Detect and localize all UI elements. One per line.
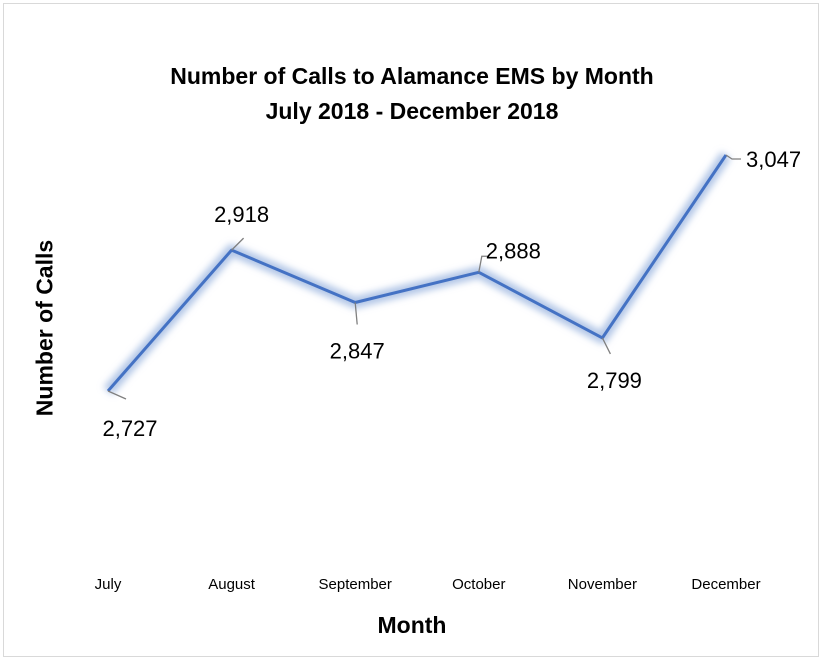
chart-subtitle: July 2018 - December 2018	[265, 98, 559, 124]
leader-line	[354, 302, 358, 325]
leader-line	[107, 390, 127, 400]
data-label: 2,918	[214, 202, 269, 227]
x-tick-label: December	[691, 576, 760, 593]
data-label: 2,799	[587, 368, 642, 393]
x-tick-label: September	[319, 576, 392, 593]
x-tick-label: October	[452, 576, 505, 593]
leader-line	[478, 255, 489, 273]
leader-lines	[107, 154, 741, 400]
leader-line	[601, 337, 611, 355]
x-tick-label: July	[95, 576, 122, 593]
series-line-group	[106, 154, 728, 392]
series-glow	[103, 151, 731, 395]
x-tick-label: August	[208, 576, 256, 593]
series-glow-path	[103, 151, 731, 395]
chart-title: Number of Calls to Alamance EMS by Month	[170, 63, 654, 89]
chart-frame	[3, 3, 819, 657]
data-label: 2,727	[102, 416, 157, 441]
x-axis-label: Month	[377, 612, 447, 638]
series-line	[106, 154, 728, 392]
data-label: 3,047	[746, 147, 801, 172]
data-labels: 2,727 2,918 2,847 2,888 2,799 3,047	[102, 147, 801, 441]
leader-line	[231, 237, 245, 251]
data-label: 2,888	[486, 238, 541, 263]
data-label: 2,847	[330, 339, 385, 364]
leader-line	[725, 154, 741, 160]
x-tick-label: November	[568, 576, 637, 593]
x-tick-labels: July August September October November Decemb…	[95, 576, 761, 593]
